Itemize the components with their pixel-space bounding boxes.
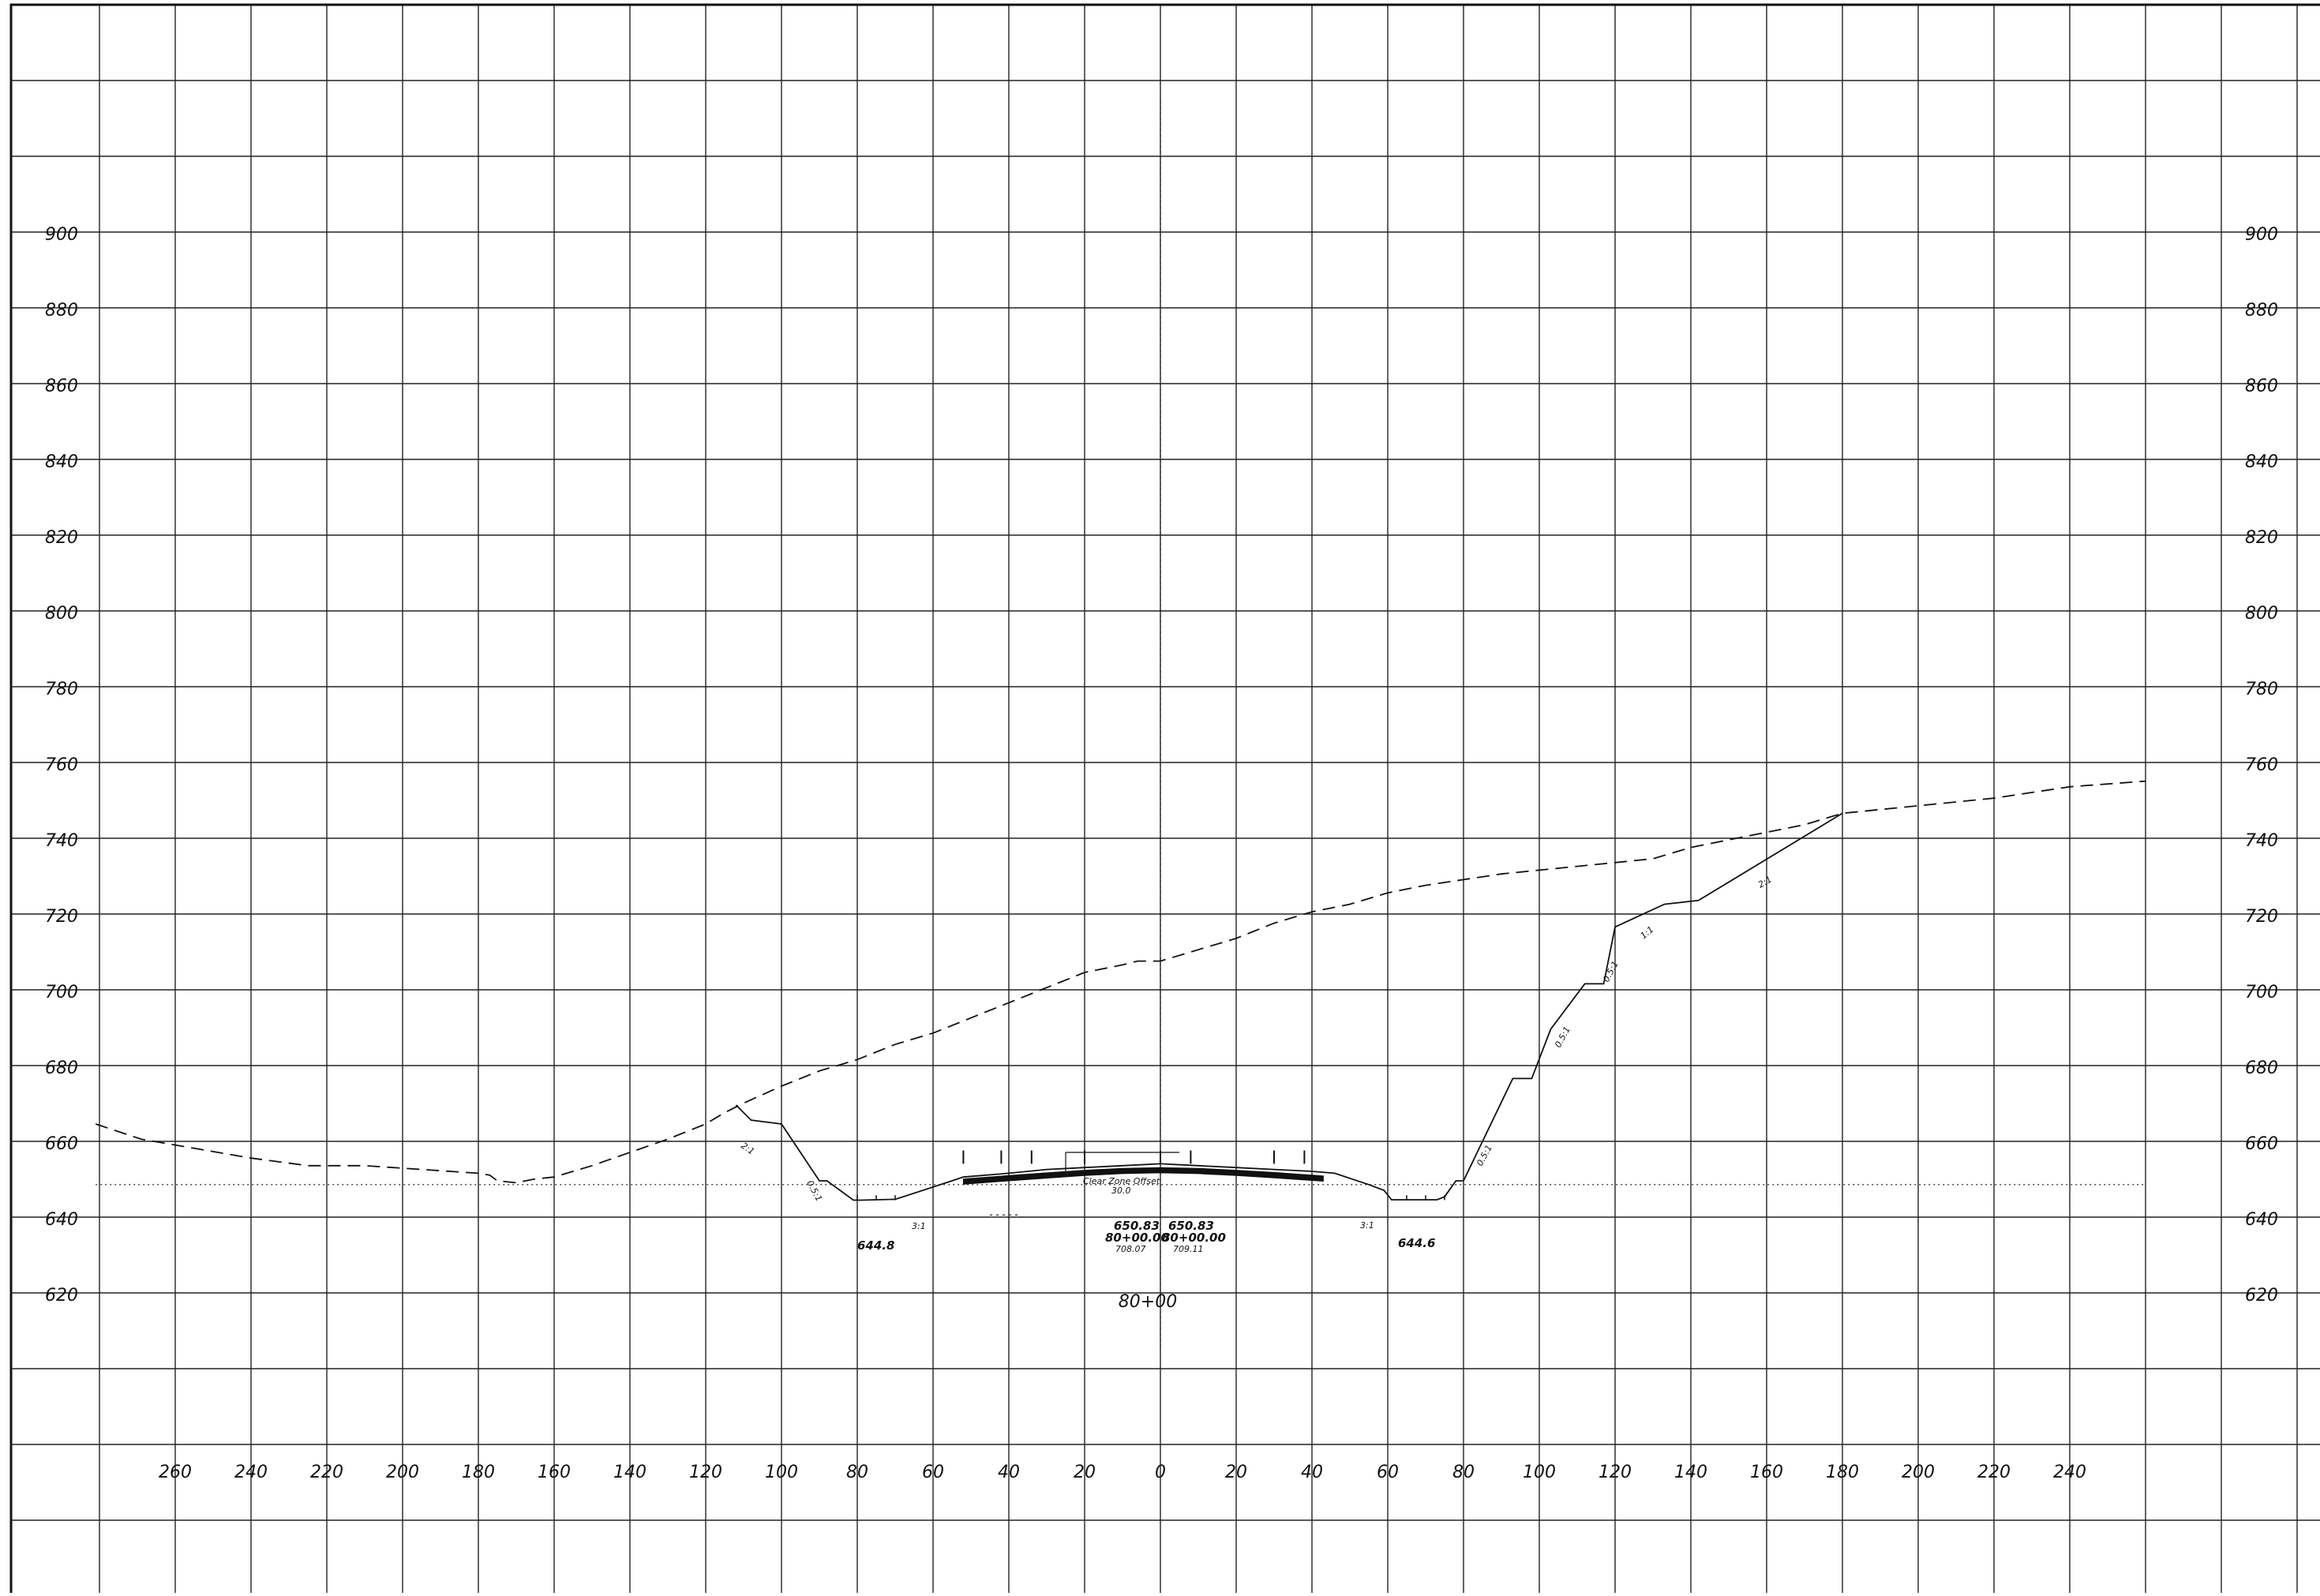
elevation-label-left: 620 xyxy=(45,1286,78,1306)
offset-label: 140 xyxy=(1674,1463,1707,1482)
elevation-label-left: 900 xyxy=(45,225,78,245)
grid xyxy=(10,5,2320,1593)
offset-label: 20 xyxy=(1225,1463,1247,1482)
offset-label: 240 xyxy=(2053,1463,2086,1482)
elevation-label-right: 820 xyxy=(2245,528,2278,548)
offset-label: 200 xyxy=(1902,1463,1935,1482)
offset-label: 220 xyxy=(310,1463,343,1482)
elevation-label-right: 680 xyxy=(2245,1058,2278,1078)
sheet-border xyxy=(9,3,2320,1596)
grade-elevation-left: 650.83 xyxy=(1114,1219,1160,1233)
elevation-labels-right: 900 880 860 840 820 800 780 760 740 720 700 680 660 6… xyxy=(2245,225,2278,1306)
elevation-label-right: 720 xyxy=(2245,907,2278,927)
station-right: 80+00.00 xyxy=(1162,1231,1226,1245)
grade-elevation-right: 650.83 xyxy=(1168,1219,1214,1233)
elevation-label-left: 860 xyxy=(45,377,78,396)
elevation-label-right: 800 xyxy=(2245,604,2278,624)
offset-label: 220 xyxy=(1977,1463,2011,1482)
elevation-label-left: 760 xyxy=(45,755,78,775)
offset-label: 180 xyxy=(462,1463,495,1482)
elevation-label-right: 900 xyxy=(2245,225,2278,245)
offset-label: 140 xyxy=(613,1463,647,1482)
offset-label: 100 xyxy=(765,1463,798,1482)
clear-zone-label: Clear Zone Offset xyxy=(1083,1176,1160,1186)
elevation-label-left: 840 xyxy=(45,452,78,472)
elevation-label-left: 700 xyxy=(45,983,78,1002)
elevation-label-left: 640 xyxy=(45,1210,78,1230)
elevation-label-right: 740 xyxy=(2245,831,2278,851)
slope-label-3to1-left: 3:1 xyxy=(912,1221,926,1231)
elevation-label-right: 640 xyxy=(2245,1210,2278,1230)
slope-label-3to1-right: 3:1 xyxy=(1360,1220,1374,1231)
offset-label: 20 xyxy=(1074,1463,1096,1482)
elevation-label-left: 800 xyxy=(45,604,78,624)
offset-label: 120 xyxy=(1599,1463,1632,1482)
offset-label: 120 xyxy=(689,1463,722,1482)
elevation-label-right: 620 xyxy=(2245,1286,2278,1306)
elevation-labels-left: 900 880 860 840 820 800 780 760 740 720 700 680 660 6… xyxy=(45,225,78,1306)
pavement-layer xyxy=(962,1167,1324,1185)
offset-label: 160 xyxy=(538,1463,571,1482)
elevation-label-left: 720 xyxy=(45,907,78,927)
elevation-label-right: 700 xyxy=(2245,983,2278,1002)
station-left: 80+00.00 xyxy=(1105,1231,1169,1245)
offset-label: 40 xyxy=(998,1463,1020,1482)
station-label: 80+00 xyxy=(1119,1292,1177,1312)
existing-elevation-left: 708.07 xyxy=(1115,1244,1146,1254)
elevation-label-right: 660 xyxy=(2245,1134,2278,1154)
offset-label: 60 xyxy=(1377,1463,1399,1482)
elevation-label-right: 860 xyxy=(2245,377,2278,396)
offset-label: 260 xyxy=(159,1463,192,1482)
offset-label: 80 xyxy=(846,1463,868,1482)
profile-lines xyxy=(95,780,2146,1201)
existing-ground-line xyxy=(95,780,2146,1184)
elevation-label-left: 660 xyxy=(45,1134,78,1154)
proposed-section-line xyxy=(735,812,1843,1201)
offset-label: 160 xyxy=(1750,1463,1783,1482)
clear-zone-value: 30.0 xyxy=(1111,1186,1131,1196)
existing-elevation-right: 709.11 xyxy=(1173,1244,1204,1254)
elevation-label-right: 760 xyxy=(2245,755,2278,775)
elevation-label-right: 780 xyxy=(2245,680,2278,699)
offset-label: 40 xyxy=(1301,1463,1323,1482)
elevation-label-left: 680 xyxy=(45,1058,78,1078)
elevation-label-left: 740 xyxy=(45,831,78,851)
offset-label: 80 xyxy=(1452,1463,1475,1482)
ditch-elevation-right: 644.6 xyxy=(1398,1236,1435,1250)
offset-label: 100 xyxy=(1523,1463,1556,1482)
offset-labels: 260 240 220 200 180 160 140 120 100 80 60 40 20 0 20 40… xyxy=(159,1463,2086,1482)
offset-label: 60 xyxy=(922,1463,944,1482)
ditch-elevation-left: 644.8 xyxy=(857,1238,894,1253)
offset-label: 0 xyxy=(1155,1463,1166,1482)
pavement-section xyxy=(856,1150,1445,1216)
elevation-label-left: 820 xyxy=(45,528,78,548)
elevation-label-right: 880 xyxy=(2245,301,2278,320)
elevation-label-left: 780 xyxy=(45,680,78,699)
offset-label: 180 xyxy=(1826,1463,1859,1482)
elevation-label-right: 840 xyxy=(2245,452,2278,472)
elevation-label-left: 880 xyxy=(45,301,78,320)
offset-label: 240 xyxy=(234,1463,268,1482)
offset-label: 200 xyxy=(386,1463,419,1482)
